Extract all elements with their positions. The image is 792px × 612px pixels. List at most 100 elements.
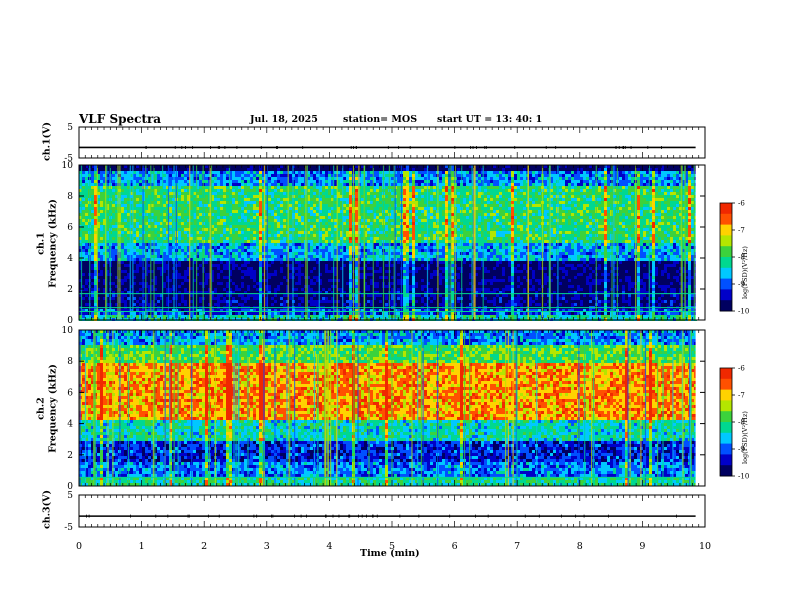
psd-cell — [181, 228, 184, 231]
psd-cell — [229, 174, 232, 177]
psd-cell — [271, 309, 274, 312]
psd-cell — [307, 291, 310, 294]
psd-cell — [253, 255, 256, 258]
psd-cell — [364, 273, 367, 276]
psd-cell — [343, 243, 346, 246]
psd-cell — [241, 312, 244, 315]
psd-cell — [115, 282, 118, 285]
psd-cell — [328, 195, 331, 198]
psd-cell — [355, 291, 358, 294]
psd-cell — [274, 198, 277, 201]
psd-cell — [139, 168, 142, 171]
psd-cell — [148, 255, 151, 258]
psd-cell — [313, 312, 316, 315]
psd-cell — [343, 213, 346, 216]
psd-cell — [265, 204, 268, 207]
psd-cell — [247, 243, 250, 246]
psd-cell — [355, 258, 358, 261]
psd-cell — [97, 252, 100, 255]
psd-cell — [133, 285, 136, 288]
psd-cell — [208, 303, 211, 306]
psd-cell — [310, 213, 313, 216]
psd-cell — [295, 165, 298, 168]
psd-cell — [238, 240, 241, 243]
psd-cell — [241, 285, 244, 288]
psd-cell — [121, 222, 124, 225]
psd-cell — [97, 291, 100, 294]
psd-cell — [82, 207, 85, 210]
psd-cell — [232, 300, 235, 303]
psd-cell — [106, 231, 109, 234]
psd-cell — [319, 180, 322, 183]
psd-cell — [256, 195, 259, 198]
psd-cell — [148, 207, 151, 210]
psd-cell — [184, 294, 187, 297]
psd-cell — [91, 249, 94, 252]
psd-cell — [106, 264, 109, 267]
psd-cell — [319, 234, 322, 237]
psd-cell — [331, 231, 334, 234]
psd-cell — [283, 309, 286, 312]
psd-cell — [91, 300, 94, 303]
psd-cell — [127, 291, 130, 294]
psd-cell — [325, 270, 328, 273]
psd-cell — [289, 288, 292, 291]
psd-cell — [244, 207, 247, 210]
psd-cell — [211, 192, 214, 195]
psd-cell — [283, 183, 286, 186]
psd-cell — [193, 300, 196, 303]
psd-cell — [349, 222, 352, 225]
psd-cell — [193, 270, 196, 273]
psd-cell — [106, 255, 109, 258]
psd-cell — [79, 285, 82, 288]
psd-cell — [208, 192, 211, 195]
psd-cell — [190, 177, 193, 180]
psd-cell — [277, 243, 280, 246]
psd-cell — [238, 168, 241, 171]
psd-cell — [316, 291, 319, 294]
psd-cell — [256, 198, 259, 201]
psd-cell — [250, 189, 253, 192]
psd-cell — [256, 312, 259, 315]
psd-cell — [181, 183, 184, 186]
psd-cell — [157, 294, 160, 297]
psd-cell — [97, 258, 100, 261]
psd-cell — [82, 177, 85, 180]
psd-cell — [268, 219, 271, 222]
psd-cell — [334, 213, 337, 216]
psd-cell — [298, 174, 301, 177]
psd-cell — [343, 180, 346, 183]
psd-cell — [199, 204, 202, 207]
psd-cell — [133, 213, 136, 216]
psd-cell — [265, 279, 268, 282]
psd-cell — [232, 222, 235, 225]
psd-cell — [262, 303, 265, 306]
psd-cell — [262, 270, 265, 273]
psd-cell — [85, 240, 88, 243]
psd-cell — [295, 210, 298, 213]
psd-cell — [97, 225, 100, 228]
psd-cell — [106, 204, 109, 207]
psd-cell — [349, 261, 352, 264]
psd-cell — [244, 165, 247, 168]
psd-cell — [106, 303, 109, 306]
psd-cell — [316, 258, 319, 261]
psd-cell — [334, 258, 337, 261]
psd-cell — [205, 213, 208, 216]
psd-cell — [277, 240, 280, 243]
psd-cell — [121, 312, 124, 315]
psd-cell — [121, 249, 124, 252]
psd-cell — [181, 309, 184, 312]
psd-cell — [79, 186, 82, 189]
psd-cell — [217, 207, 220, 210]
psd-cell — [244, 174, 247, 177]
psd-cell — [319, 204, 322, 207]
psd-cell — [262, 228, 265, 231]
psd-cell — [235, 189, 238, 192]
psd-cell — [253, 246, 256, 249]
psd-cell — [277, 264, 280, 267]
psd-cell — [154, 216, 157, 219]
psd-cell — [247, 210, 250, 213]
psd-cell — [286, 255, 289, 258]
psd-cell — [106, 213, 109, 216]
